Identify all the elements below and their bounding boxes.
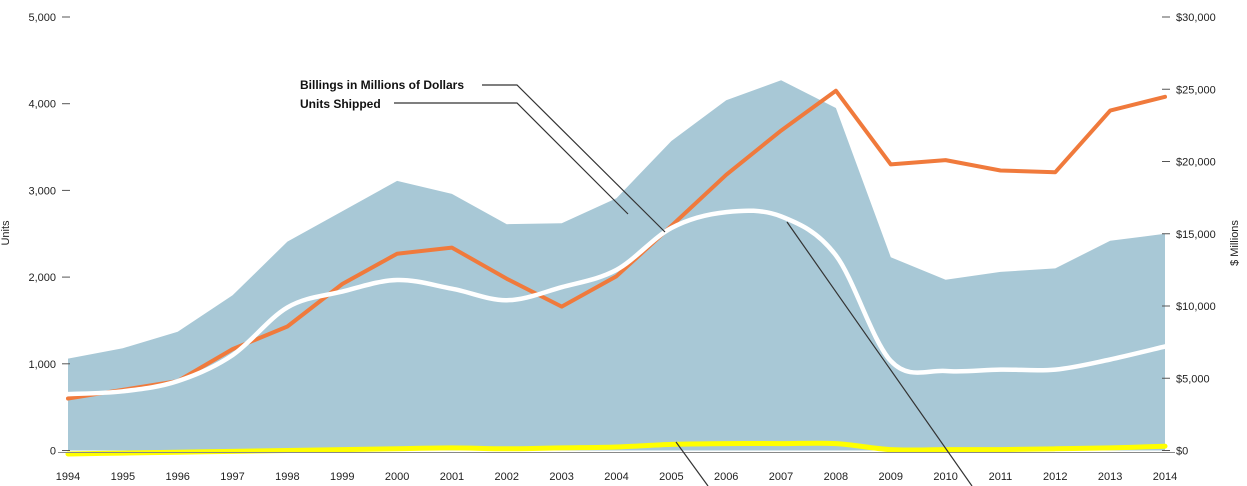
y-left-tick-label: 2,000 bbox=[28, 272, 56, 284]
x-tick-label: 2013 bbox=[1098, 471, 1122, 483]
legend-layer: Billings in Millions of Dollars Units Shi… bbox=[300, 78, 973, 486]
x-tick-label: 2000 bbox=[385, 471, 409, 483]
leader-line-yellow-series bbox=[675, 441, 709, 486]
axis-layer: 0 1,000 2,000 3,000 4,000 5,000 $0 $5,000 $10,00… bbox=[0, 12, 1241, 483]
x-tick-label: 2009 bbox=[879, 471, 903, 483]
x-tick-label: 2002 bbox=[495, 471, 519, 483]
x-tick-label: 1999 bbox=[330, 471, 354, 483]
line-layer bbox=[65, 88, 1168, 457]
x-tick-label: 1995 bbox=[111, 471, 135, 483]
x-tick-label: 1994 bbox=[56, 471, 80, 483]
y-right-tick-label: $5,000 bbox=[1176, 373, 1210, 385]
leader-line-billings bbox=[482, 84, 666, 233]
x-tick-label: 2007 bbox=[769, 471, 793, 483]
y-right-tick-label: $10,000 bbox=[1176, 301, 1216, 313]
units-shipped-area bbox=[68, 80, 1165, 451]
x-tick-label: 1996 bbox=[165, 471, 189, 483]
x-tick-label: 2004 bbox=[604, 471, 628, 483]
y-right-tick-label: $25,000 bbox=[1176, 84, 1216, 96]
y-left-tick-label: 3,000 bbox=[28, 185, 56, 197]
legend-label-units: Units Shipped bbox=[300, 97, 381, 111]
y-left-tick-label: 1,000 bbox=[28, 359, 56, 371]
leader-line-white-series bbox=[786, 221, 973, 486]
x-tick-label: 1997 bbox=[220, 471, 244, 483]
white-series-line bbox=[65, 208, 1168, 397]
y-right-tick-label: $15,000 bbox=[1176, 229, 1216, 241]
legend-label-billings: Billings in Millions of Dollars bbox=[300, 78, 464, 92]
x-tick-label: 1998 bbox=[275, 471, 299, 483]
y-right-tick-label: $0 bbox=[1176, 446, 1188, 458]
x-tick-label: 2005 bbox=[659, 471, 683, 483]
x-tick-label: 2003 bbox=[549, 471, 573, 483]
leader-line-units bbox=[394, 102, 629, 215]
x-tick-label: 2001 bbox=[440, 471, 464, 483]
y-left-axis-title: Units bbox=[0, 220, 12, 246]
y-right-tick-label: $30,000 bbox=[1176, 12, 1216, 24]
y-left-tick-label: 0 bbox=[50, 446, 56, 458]
x-tick-label: 2012 bbox=[1043, 471, 1067, 483]
y-right-tick-label: $20,000 bbox=[1176, 157, 1216, 169]
yellow-series-line bbox=[65, 440, 1168, 457]
x-tick-label: 2014 bbox=[1153, 471, 1177, 483]
area-layer bbox=[68, 80, 1165, 451]
x-tick-label: 2010 bbox=[933, 471, 957, 483]
x-tick-label: 2011 bbox=[989, 471, 1013, 483]
x-tick-label: 2006 bbox=[714, 471, 738, 483]
y-left-tick-label: 5,000 bbox=[28, 12, 56, 24]
y-left-tick-label: 4,000 bbox=[28, 99, 56, 111]
y-right-axis-title: $ Millions bbox=[1229, 220, 1241, 266]
x-tick-label: 2008 bbox=[824, 471, 848, 483]
